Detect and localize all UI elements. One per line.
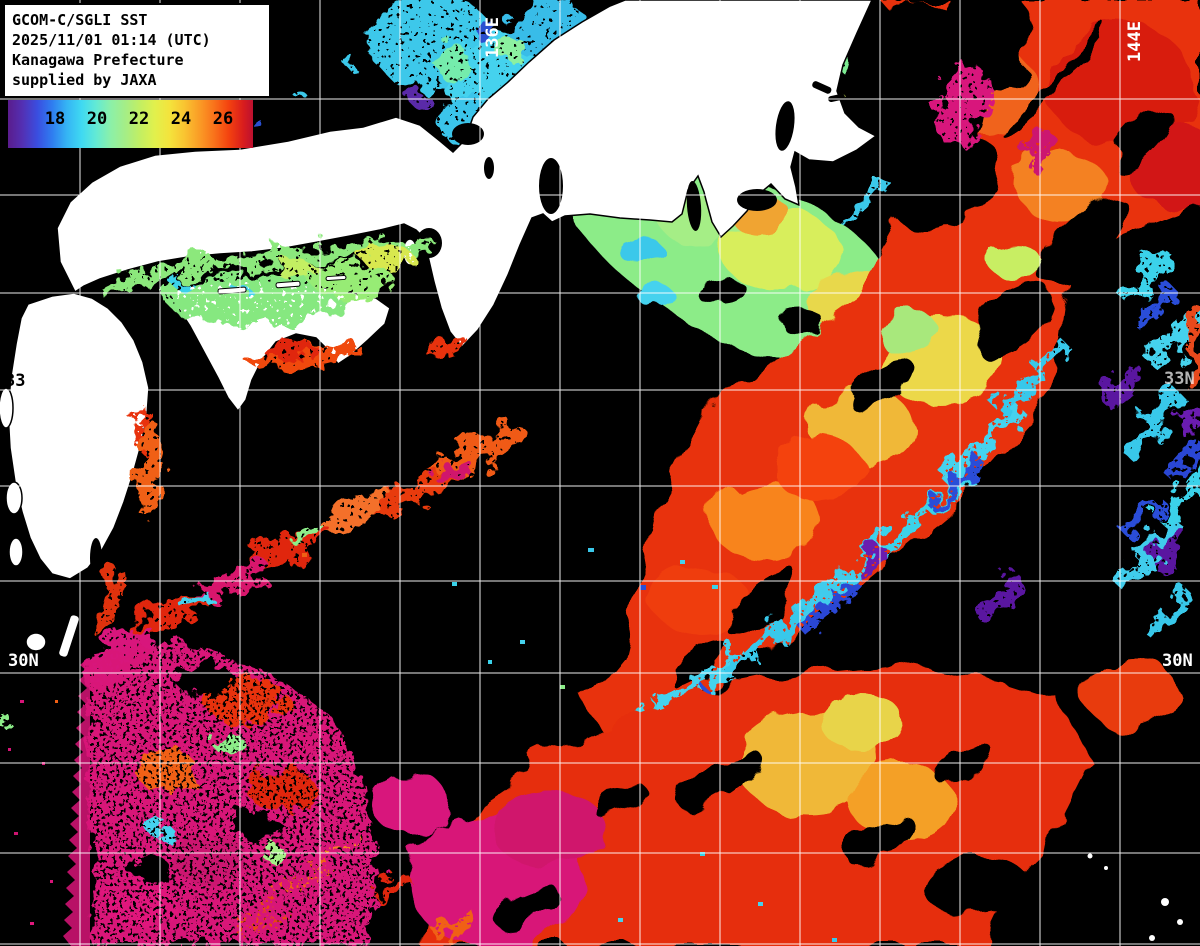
lake-kasumigaura [812, 81, 832, 94]
island-tanegashima [57, 613, 81, 659]
island-amakusa [5, 481, 23, 515]
suruga-bay [686, 181, 702, 231]
temperature-colorbar: 18 20 22 24 26 [8, 100, 253, 148]
swath-edge-sawtooth [63, 658, 90, 946]
wakasa-bay [452, 123, 484, 145]
header-product-title: GCOM-C/SGLI SST [12, 11, 148, 29]
coastal-data-layer [93, 238, 470, 639]
kagoshima-bay [90, 538, 102, 578]
colorbar-tick-24: 24 [170, 109, 192, 129]
graticule-meridians [79, 0, 1121, 946]
lake-kitaura [828, 93, 845, 103]
lake-biwa [484, 157, 494, 179]
lon-label-144e: 144E [1125, 21, 1145, 62]
sst-left-streak-chain [78, 425, 526, 682]
sagami-bay [737, 189, 777, 211]
graticule-parallels [0, 98, 1200, 945]
land-layer [0, 0, 878, 659]
sst-bottom-warm-field [372, 654, 1176, 946]
lat-label-33n-right: 33N [1164, 369, 1195, 389]
colorbar-tick-26: 26 [212, 109, 234, 129]
island-goto [0, 387, 14, 429]
sst-seto-inland-sea [95, 238, 433, 296]
header-info-box: GCOM-C/SGLI SST 2025/11/01 01:14 (UTC) K… [3, 3, 271, 98]
sst-hot-patch-topright [934, 64, 1052, 170]
colorbar-tick-20: 20 [86, 109, 108, 129]
sst-kagoshima-streak [93, 565, 123, 639]
lat-label-30n-right: 30N [1162, 651, 1193, 671]
land-kyushu [7, 292, 150, 580]
lat-label-33-left: 33 [5, 371, 25, 391]
lat-label-30n-left: 30N [8, 651, 39, 671]
colorbar-tick-18: 18 [44, 109, 66, 129]
island-koshiki [8, 537, 24, 567]
tokyo-bay [775, 101, 795, 151]
lon-label-136e: 136E [483, 17, 503, 58]
colorbar-tick-22: 22 [128, 109, 150, 129]
sst-scattered-specks-center [302, 548, 837, 942]
sst-kii-tip-streak [426, 337, 470, 359]
header-region: Kanagawa Prefecture [12, 51, 184, 69]
ise-bay [539, 158, 563, 214]
white-specks-bottomright [1087, 853, 1183, 941]
header-credit: supplied by JAXA [12, 71, 157, 89]
island-yakushima [25, 632, 47, 652]
sst-right-edge-cold-streaks [1038, 205, 1200, 665]
header-datetime: 2025/11/01 01:14 (UTC) [12, 31, 211, 49]
map-labels: 30N 30N 33 33N 136E 144E [5, 17, 1195, 671]
